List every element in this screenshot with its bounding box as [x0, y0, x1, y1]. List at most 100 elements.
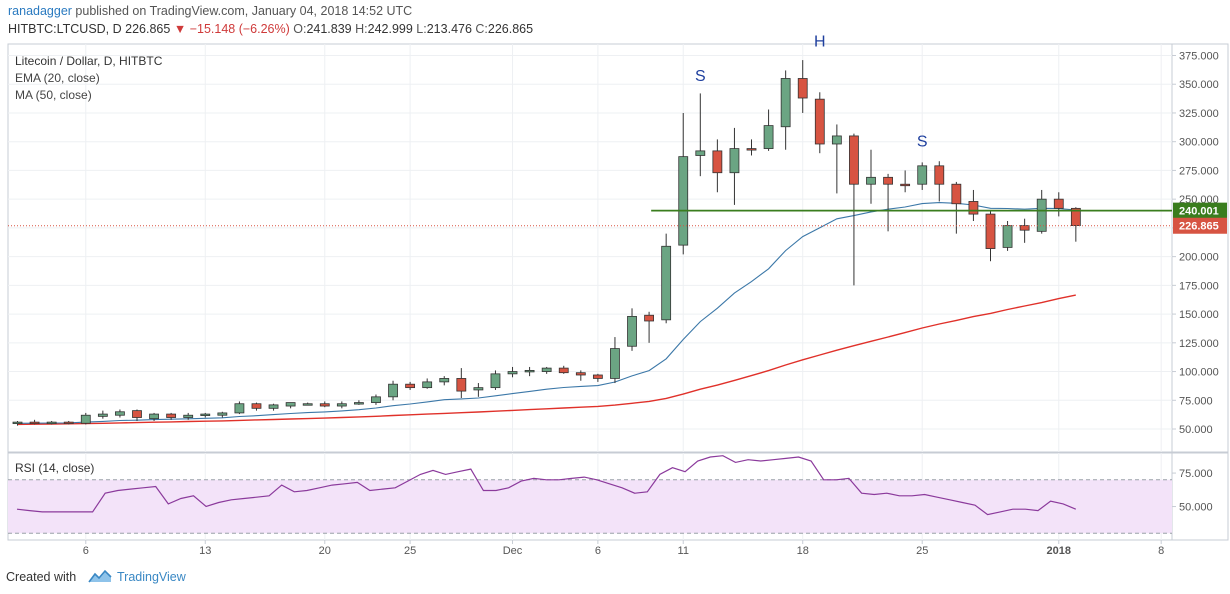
- open-value: 241.839: [306, 22, 352, 36]
- candle-body: [678, 156, 689, 246]
- candle-body: [371, 396, 381, 403]
- candle-body: [183, 414, 194, 418]
- author-link[interactable]: ranadagger: [8, 4, 72, 18]
- symbol-label: HITBTC:LTCUSD, D: [8, 22, 122, 36]
- candle-body: [80, 414, 91, 424]
- candle-body: [388, 383, 398, 398]
- candle-body: [695, 150, 706, 156]
- price-tick-label: 175.000: [1179, 280, 1219, 292]
- candle-body: [149, 413, 159, 420]
- time-tick-label: Dec: [503, 545, 523, 557]
- ema20-line: [17, 202, 1076, 424]
- candle-body: [763, 125, 774, 149]
- time-tick-label: 18: [797, 545, 809, 557]
- candle-body: [814, 98, 825, 145]
- candle-body: [746, 148, 757, 151]
- price-tick-label: 325.000: [1179, 108, 1219, 120]
- candle-body: [627, 315, 637, 347]
- candle-body: [251, 403, 262, 409]
- candle-body: [166, 413, 177, 418]
- created-with-text: Created with: [6, 570, 77, 584]
- price-tick-label: 100.000: [1179, 367, 1219, 379]
- candle-body: [234, 403, 245, 414]
- candle-body: [302, 403, 313, 406]
- candle-body: [132, 410, 142, 418]
- ema-legend: EMA (20, close): [15, 71, 100, 85]
- candle-body: [524, 369, 535, 373]
- candle-body: [200, 413, 211, 416]
- last-price-label: 226.865: [1179, 221, 1219, 233]
- ma50-line: [17, 294, 1076, 426]
- time-tick-label: 20: [319, 545, 331, 557]
- open-label: O:: [293, 22, 307, 36]
- candle-body: [456, 378, 467, 392]
- candle-body: [917, 165, 928, 185]
- price-tick-label: 275.000: [1179, 165, 1219, 177]
- ohlc-summary: HITBTC:LTCUSD, D 226.865 ▼ −15.148 (−6.2…: [8, 22, 533, 36]
- candle-body: [12, 421, 23, 425]
- candle-body: [610, 348, 620, 379]
- high-label: H:: [355, 22, 368, 36]
- candle-body: [985, 213, 996, 249]
- time-tick-label: 2018: [1047, 545, 1071, 557]
- time-tick-label: 13: [199, 545, 211, 557]
- candle-body: [115, 411, 125, 416]
- candle-body: [439, 378, 450, 383]
- rsi-legend: RSI (14, close): [15, 461, 94, 475]
- price-tick-label: 375.000: [1179, 50, 1219, 62]
- candle-body: [490, 373, 501, 389]
- candle-body: [541, 367, 552, 372]
- pattern-annotation: H: [814, 33, 826, 50]
- pattern-annotation: S: [917, 133, 928, 150]
- down-arrow-icon: ▼: [173, 22, 187, 36]
- tradingview-link[interactable]: TradingView: [117, 570, 186, 584]
- candle-body: [319, 403, 330, 407]
- candle-body: [866, 176, 876, 185]
- price-tick-label: 350.000: [1179, 79, 1219, 91]
- candle-body: [558, 367, 569, 374]
- candle-body: [797, 78, 808, 99]
- last-price-label-bg: [1173, 217, 1227, 234]
- candle-body: [883, 176, 893, 185]
- candle-body: [268, 404, 279, 409]
- candle-body: [968, 201, 979, 215]
- low-value: 213.476: [426, 22, 472, 36]
- candle-body: [1002, 225, 1013, 248]
- candle-body: [507, 371, 518, 375]
- resistance-label-bg: [1173, 202, 1227, 219]
- rsi-line: [16, 455, 1077, 516]
- candle-body: [217, 412, 228, 416]
- price-tick-label: 75.000: [1179, 395, 1213, 407]
- footer: Created with TradingView: [0, 562, 1230, 594]
- chart-title: Litecoin / Dollar, D, HITBTC: [15, 54, 163, 68]
- candle-body: [97, 413, 108, 417]
- price-tick-label: 300.000: [1179, 137, 1219, 149]
- tradingview-logo-icon[interactable]: [88, 568, 112, 584]
- candle-body: [1053, 198, 1064, 209]
- candle-body: [1070, 207, 1081, 226]
- candle-body: [285, 402, 296, 407]
- time-tick-label: 11: [678, 545, 689, 557]
- candle-body: [473, 387, 484, 391]
- candle-body: [46, 421, 57, 425]
- publish-text: published on TradingView.com, January 04…: [71, 4, 413, 18]
- close-value: 226.865: [487, 22, 534, 36]
- candle-body: [592, 374, 603, 379]
- candle-body: [353, 402, 364, 405]
- candle-body: [831, 135, 842, 145]
- candle-body: [405, 383, 416, 389]
- rsi-band: [8, 479, 1172, 534]
- candle-body: [729, 148, 740, 174]
- candle-body: [1036, 198, 1047, 232]
- time-tick-label: 25: [404, 545, 416, 557]
- close-label: C:: [475, 22, 488, 36]
- candle-body: [712, 150, 723, 174]
- last-price: 226.865: [125, 22, 171, 36]
- candle-body: [29, 421, 40, 425]
- rsi-tick-label: 75.000: [1179, 468, 1213, 480]
- price-pane-frame: [7, 43, 1229, 453]
- resistance-label: 240.001: [1179, 206, 1219, 218]
- price-tick-label: 125.000: [1179, 338, 1219, 350]
- price-chart[interactable]: 50.000 75.000 100.000 125.000 150.000 175.000…: [0, 0, 1230, 562]
- price-tick-label: 150.000: [1179, 309, 1219, 321]
